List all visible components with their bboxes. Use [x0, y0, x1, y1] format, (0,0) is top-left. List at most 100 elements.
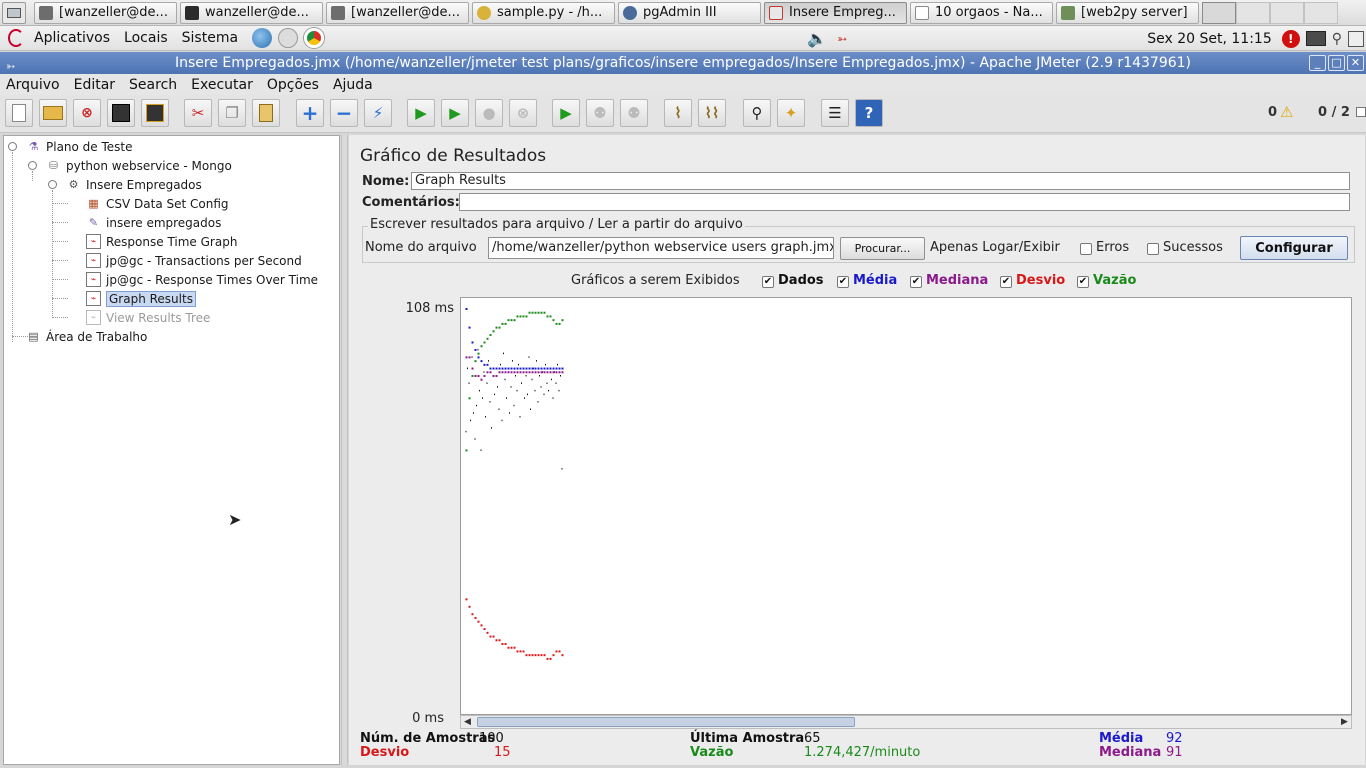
- tree-toggle-controller[interactable]: [48, 180, 57, 189]
- toggle-button[interactable]: ⚡: [364, 99, 392, 127]
- tree-node-transactions-per-second[interactable]: ⌁ jp@gc - Transactions per Second: [86, 251, 302, 270]
- tree-node-sampler[interactable]: ✎ insere empregados: [86, 213, 221, 232]
- clear-all-button[interactable]: ⌇⌇: [698, 99, 726, 127]
- network-icon[interactable]: [1348, 30, 1364, 47]
- maximize-button[interactable]: □: [1328, 55, 1345, 71]
- tree-node-plano-de-teste[interactable]: ⚗ Plano de Teste: [26, 137, 133, 156]
- graph-point-média: [483, 363, 486, 366]
- menu-locais[interactable]: Locais: [124, 30, 168, 46]
- graph-point-desvio: [513, 646, 516, 649]
- collapse-all-button[interactable]: −: [330, 99, 358, 127]
- chrome-icon[interactable]: [304, 28, 325, 48]
- menu-search[interactable]: Search: [129, 76, 178, 93]
- tree-toggle-thread-group[interactable]: [28, 161, 37, 170]
- median-checkbox[interactable]: ✔: [910, 276, 922, 288]
- task-button-terminal-1[interactable]: [wanzeller@de...: [34, 1, 177, 24]
- help-button[interactable]: ?: [855, 99, 883, 127]
- search-button[interactable]: ⚲: [743, 99, 771, 127]
- open-button[interactable]: [39, 99, 67, 127]
- graph-horizontal-scrollbar[interactable]: ◀ ▶: [460, 715, 1352, 729]
- save-as-button[interactable]: [141, 99, 169, 127]
- tree-node-graph-results[interactable]: ⌁ Graph Results: [86, 289, 196, 308]
- successes-checkbox[interactable]: [1147, 243, 1159, 255]
- workspace-4[interactable]: [1304, 1, 1338, 24]
- tree-node-response-time-graph[interactable]: ⌁ Response Time Graph: [86, 232, 237, 251]
- close-button[interactable]: ✕: [1347, 55, 1364, 71]
- close-plan-button[interactable]: ⊗: [73, 99, 101, 127]
- deviation-checkbox[interactable]: ✔: [1000, 276, 1012, 288]
- update-alert-icon[interactable]: !: [1281, 29, 1300, 48]
- start-button[interactable]: ▶: [407, 99, 435, 127]
- active-threads: 0 / 2: [1318, 105, 1350, 120]
- tree-toggle-plan[interactable]: [8, 142, 17, 151]
- minimize-button[interactable]: _: [1309, 55, 1326, 71]
- name-field[interactable]: Graph Results: [411, 172, 1350, 190]
- task-button-terminal-2[interactable]: wanzeller@de...: [180, 1, 323, 24]
- tree-node-workbench[interactable]: ▤ Área de Trabalho: [26, 327, 147, 346]
- comments-field[interactable]: [459, 193, 1350, 211]
- workspace-2[interactable]: [1236, 1, 1270, 24]
- tree-node-response-times-over-time[interactable]: ⌁ jp@gc - Response Times Over Time: [86, 270, 318, 289]
- graph-point-média: [540, 367, 543, 370]
- globe-icon[interactable]: [252, 28, 273, 48]
- tree-node-thread-group[interactable]: ⛁ python webservice - Mongo: [46, 156, 232, 175]
- graph-point-desvio: [504, 643, 507, 645]
- workspace-3[interactable]: [1270, 1, 1304, 24]
- scroll-thumb[interactable]: [477, 717, 855, 727]
- jmeter-tray-icon[interactable]: ➳: [837, 31, 848, 46]
- configure-button[interactable]: Configurar: [1240, 236, 1348, 260]
- copy-button[interactable]: ❐: [218, 99, 246, 127]
- task-button-editor[interactable]: sample.py - /h...: [472, 1, 615, 24]
- tree-node-csv-data-set[interactable]: ▦ CSV Data Set Config: [86, 194, 228, 213]
- menu-executar[interactable]: Executar: [191, 76, 253, 93]
- clear-button[interactable]: ⌇: [664, 99, 692, 127]
- display-icon[interactable]: [1305, 31, 1326, 46]
- menu-editar[interactable]: Editar: [73, 76, 116, 93]
- mail-icon[interactable]: [278, 28, 299, 48]
- show-desktop-button[interactable]: [2, 1, 26, 24]
- menu-opcoes[interactable]: Opções: [266, 76, 319, 93]
- task-button-jmeter[interactable]: Insere Empreg...: [764, 1, 907, 24]
- start-no-pause-button[interactable]: ▶: [441, 99, 469, 127]
- filename-field[interactable]: /home/wanzeller/python webservice users …: [488, 237, 834, 259]
- test-plan-tree[interactable]: ⚗ Plano de Teste ⛁ python webservice - Mon…: [3, 135, 340, 765]
- errors-checkbox[interactable]: [1080, 243, 1092, 255]
- remote-start-button[interactable]: ▶: [552, 99, 580, 127]
- function-helper-button[interactable]: ☰: [821, 99, 849, 127]
- last-sample-label: Última Amostra: [690, 731, 805, 746]
- expand-all-button[interactable]: +: [296, 99, 324, 127]
- graph-point-desvio: [471, 613, 474, 616]
- cut-button[interactable]: ✂: [184, 99, 212, 127]
- paste-button[interactable]: [252, 99, 280, 127]
- search-icon[interactable]: ⚲: [1331, 30, 1342, 47]
- task-button-pgadmin[interactable]: pgAdmin III: [618, 1, 761, 24]
- scroll-left-icon[interactable]: ◀: [464, 717, 471, 727]
- workspace-1[interactable]: [1202, 1, 1236, 24]
- new-button[interactable]: [5, 99, 33, 127]
- average-checkbox[interactable]: ✔: [837, 276, 849, 288]
- throughput-checkbox[interactable]: ✔: [1077, 276, 1089, 288]
- data-checkbox[interactable]: ✔: [762, 276, 774, 288]
- pane-splitter[interactable]: [341, 135, 348, 765]
- window-titlebar[interactable]: ➳ Insere Empregados.jmx (/home/wanzeller…: [0, 52, 1366, 74]
- remote-stop-button[interactable]: ⚉: [586, 99, 614, 127]
- menu-ajuda[interactable]: Ajuda: [332, 76, 373, 93]
- browse-button[interactable]: Procurar...: [840, 237, 925, 260]
- clock[interactable]: Sex 20 Set, 11:15: [1147, 30, 1272, 47]
- task-button-web2py[interactable]: [web2py server]: [1056, 1, 1199, 24]
- menu-aplicativos[interactable]: Aplicativos: [34, 30, 111, 46]
- menu-sistema[interactable]: Sistema: [181, 30, 239, 46]
- tree-node-insere-empregados[interactable]: ⚙ Insere Empregados: [66, 175, 202, 194]
- task-button-terminal-3[interactable]: [wanzeller@de...: [326, 1, 469, 24]
- remote-shutdown-button[interactable]: ⚉: [620, 99, 648, 127]
- volume-icon[interactable]: 🔈: [807, 29, 828, 48]
- warning-icon[interactable]: ⚠: [1280, 103, 1294, 121]
- shutdown-button[interactable]: ⊗: [509, 99, 537, 127]
- save-button[interactable]: [107, 99, 135, 127]
- stop-button[interactable]: ●: [475, 99, 503, 127]
- tree-node-view-results-tree[interactable]: ⌁ View Results Tree: [86, 308, 210, 327]
- task-button-browser[interactable]: 10 orgaos - Na...: [910, 1, 1053, 24]
- menu-arquivo[interactable]: Arquivo: [6, 76, 60, 93]
- scroll-right-icon[interactable]: ▶: [1341, 717, 1348, 727]
- reset-search-button[interactable]: ✦: [777, 99, 805, 127]
